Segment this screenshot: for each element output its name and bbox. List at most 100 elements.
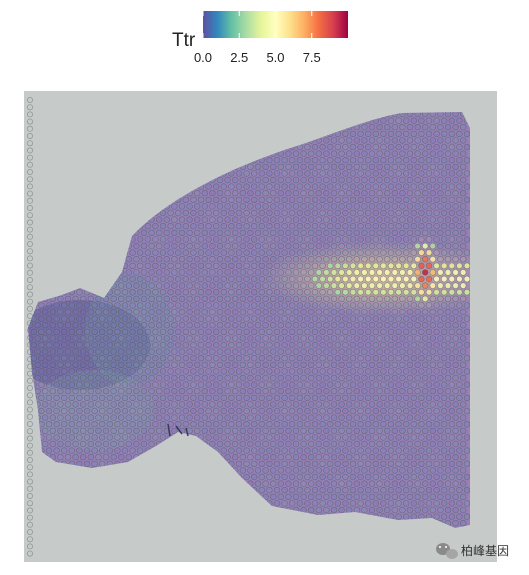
expression-spot xyxy=(121,275,129,283)
expression-spot xyxy=(292,454,300,461)
expression-spot xyxy=(410,275,417,283)
expression-spot xyxy=(110,440,117,448)
expression-spot xyxy=(239,322,247,329)
expression-spot xyxy=(186,322,193,329)
expression-spot xyxy=(334,209,341,217)
expression-spot xyxy=(224,308,231,316)
expression-spot xyxy=(110,322,117,329)
expression-spot xyxy=(425,236,433,243)
expression-spot xyxy=(372,341,379,349)
expression-spot xyxy=(463,434,470,441)
expression-spot xyxy=(254,242,262,250)
expression-spot xyxy=(121,421,129,428)
expression-spot xyxy=(232,454,239,461)
expression-spot xyxy=(216,216,224,223)
expression-spot xyxy=(327,460,334,467)
expression-spot xyxy=(68,315,76,322)
expression-spot xyxy=(414,123,421,131)
expression-spot xyxy=(452,269,459,276)
expression-spot xyxy=(243,407,250,415)
expression-spot xyxy=(349,473,357,481)
expression-spot xyxy=(137,262,144,269)
expression-spot xyxy=(57,322,64,329)
expression-spot xyxy=(338,137,345,144)
expression-spot xyxy=(376,256,383,263)
expression-spot xyxy=(304,341,311,349)
expression-spot xyxy=(98,434,106,441)
expression-spot xyxy=(315,150,322,157)
expression-spot xyxy=(60,421,68,428)
expression-spot xyxy=(384,440,391,448)
expression-spot xyxy=(361,322,368,329)
expression-spot xyxy=(342,196,349,204)
expression-spot xyxy=(114,421,121,428)
expression-spot xyxy=(460,361,467,368)
expression-spot xyxy=(243,249,250,256)
expression-spot xyxy=(380,447,387,454)
expression-spot xyxy=(266,341,273,349)
expression-spot xyxy=(327,275,334,283)
expression-spot xyxy=(361,374,368,382)
edge-spot xyxy=(26,226,33,233)
expression-spot xyxy=(91,381,98,388)
expression-spot xyxy=(262,440,269,448)
expression-spot xyxy=(220,223,228,230)
expression-spot xyxy=(60,381,68,388)
expression-spot xyxy=(133,308,140,316)
expression-spot xyxy=(391,242,398,250)
expression-spot xyxy=(357,460,364,467)
expression-spot xyxy=(209,348,216,355)
expression-spot xyxy=(433,117,440,124)
expression-spot xyxy=(308,480,315,487)
expression-spot xyxy=(243,183,250,190)
edge-spot xyxy=(26,118,33,125)
expression-spot xyxy=(376,242,383,250)
expression-spot xyxy=(334,328,341,335)
expression-spot xyxy=(441,236,448,243)
expression-spot xyxy=(235,328,243,335)
expression-spot xyxy=(194,361,201,368)
expression-spot xyxy=(216,322,224,329)
expression-spot xyxy=(140,401,148,408)
expression-spot xyxy=(281,460,288,467)
expression-spot xyxy=(262,414,269,421)
expression-spot xyxy=(422,269,429,276)
expression-spot xyxy=(220,289,228,296)
expression-spot xyxy=(216,190,224,197)
expression-spot xyxy=(91,407,98,415)
expression-spot xyxy=(228,302,235,309)
expression-spot xyxy=(334,460,341,467)
expression-spot xyxy=(163,374,171,382)
watermark: 柏峰基因 xyxy=(436,543,509,559)
expression-spot xyxy=(247,176,254,184)
expression-spot xyxy=(247,256,254,263)
expression-spot xyxy=(144,328,152,335)
expression-spot xyxy=(140,361,148,368)
expression-spot xyxy=(289,381,296,388)
expression-spot xyxy=(410,341,417,349)
expression-spot xyxy=(220,394,228,401)
expression-spot xyxy=(444,480,452,487)
expression-spot xyxy=(308,163,315,171)
expression-spot xyxy=(117,388,125,395)
expression-spot xyxy=(425,302,433,309)
expression-spot xyxy=(201,229,209,237)
expression-spot xyxy=(254,163,262,171)
expression-spot xyxy=(399,454,406,461)
expression-spot xyxy=(387,500,395,507)
expression-spot xyxy=(106,421,114,428)
expression-spot xyxy=(376,216,383,223)
expression-spot xyxy=(194,308,201,316)
expression-spot xyxy=(289,196,296,204)
expression-spot xyxy=(422,335,429,342)
expression-spot xyxy=(349,196,357,204)
expression-spot xyxy=(460,335,467,342)
expression-spot xyxy=(281,223,288,230)
expression-spot xyxy=(117,440,125,448)
expression-spot xyxy=(281,183,288,190)
edge-spot xyxy=(26,456,33,463)
expression-spot xyxy=(376,150,383,157)
expression-spot xyxy=(304,275,311,283)
expression-spot xyxy=(148,401,155,408)
expression-spot xyxy=(251,381,258,388)
